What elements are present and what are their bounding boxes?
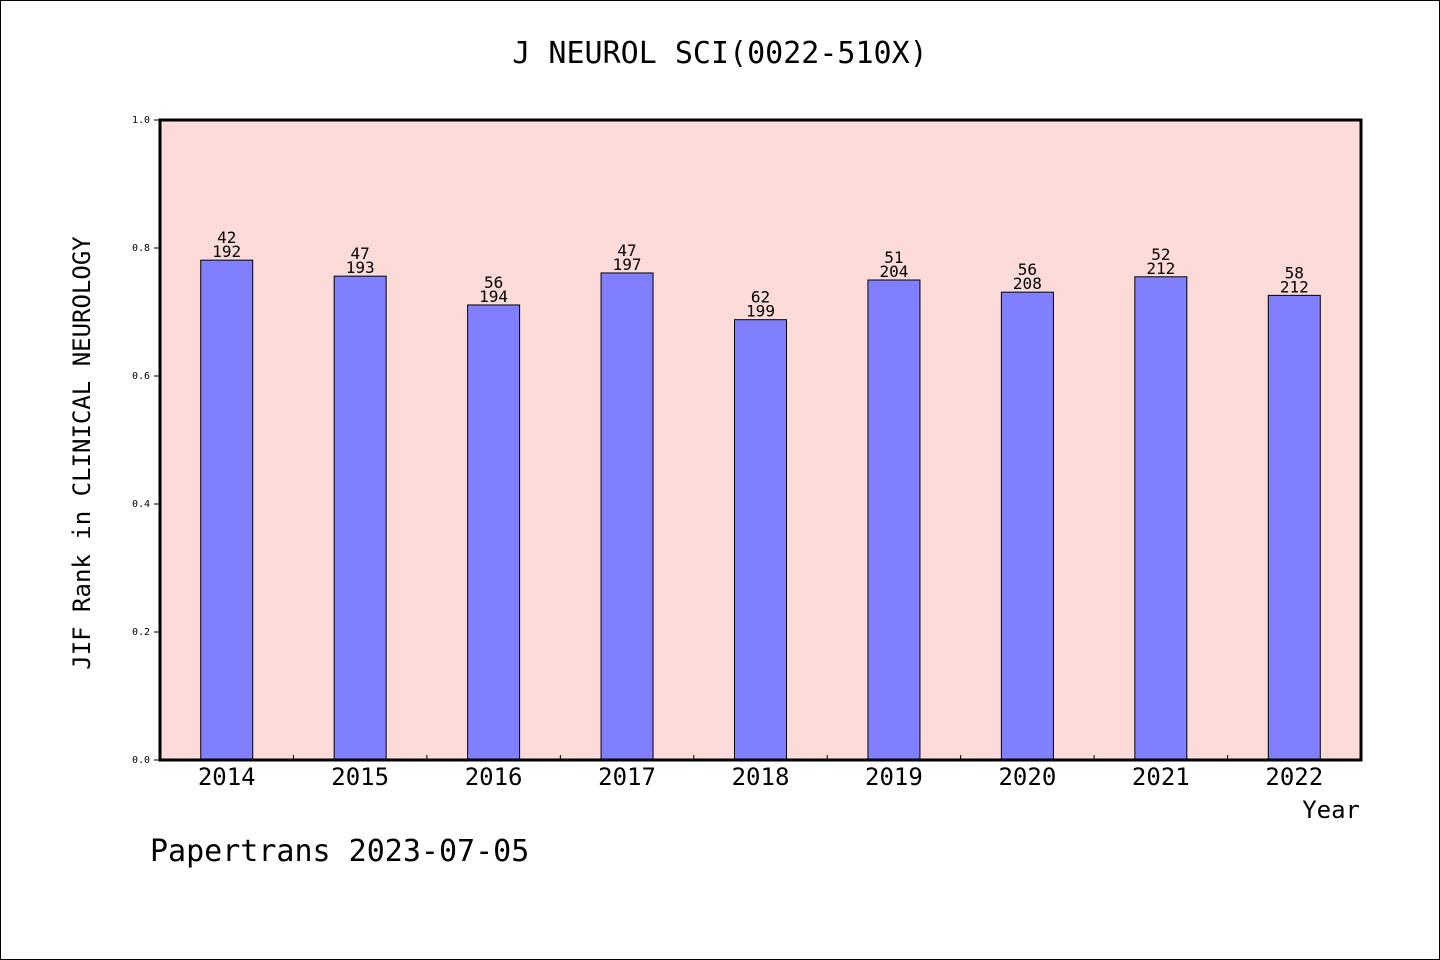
x-tick-label-2020: 2020 <box>998 763 1056 791</box>
footer-credit: Papertrans 2023-07-05 <box>150 834 530 869</box>
y-tick-label: 0.6 <box>132 371 150 382</box>
bar-2022 <box>1267 294 1321 761</box>
x-tick-label-2021: 2021 <box>1132 763 1190 791</box>
x-tick-label-2016: 2016 <box>465 763 523 791</box>
y-axis: 0.0 0.2 0.4 0.6 0.8 1.0 <box>132 115 160 766</box>
bar-2016 <box>467 304 521 761</box>
x-tick-label-2017: 2017 <box>598 763 656 791</box>
total-label-2015: 193 <box>346 258 375 277</box>
rank-label-2014: 42 <box>217 228 236 247</box>
x-axis: 2014 2015 2016 2017 2018 2019 2020 2021 2022 <box>198 755 1323 791</box>
y-tick-label: 1.0 <box>132 115 150 126</box>
y-tick-label: 0.2 <box>132 627 150 638</box>
total-label-2014: 192 <box>212 242 241 261</box>
y-tick-label: 0.4 <box>132 499 150 510</box>
total-label-2021: 212 <box>1146 259 1175 278</box>
x-tick-label-2022: 2022 <box>1265 763 1323 791</box>
x-tick-label-2015: 2015 <box>331 763 389 791</box>
total-label-2019: 204 <box>879 262 908 281</box>
total-label-2022: 212 <box>1280 277 1309 296</box>
total-label-2017: 197 <box>613 255 642 274</box>
total-label-2018: 199 <box>746 302 775 321</box>
bar-2018 <box>734 319 787 761</box>
rank-label-2015: 47 <box>351 244 370 263</box>
y-tick-label: 0.0 <box>132 755 150 766</box>
rank-label-2022: 58 <box>1285 263 1304 282</box>
total-label-2020: 208 <box>1013 274 1042 293</box>
rank-label-2020: 56 <box>1018 260 1037 279</box>
x-tick-label-2014: 2014 <box>198 763 256 791</box>
bar-2015 <box>333 275 387 761</box>
rank-label-2016: 56 <box>484 273 503 292</box>
bar-2014 <box>200 259 254 761</box>
bar-2017 <box>600 272 654 761</box>
bar-2019 <box>867 279 921 761</box>
x-tick-label-2018: 2018 <box>732 763 790 791</box>
bars-group <box>200 259 1321 761</box>
x-tick-label-2019: 2019 <box>865 763 923 791</box>
rank-label-2021: 52 <box>1151 245 1170 264</box>
rank-label-2018: 62 <box>751 288 770 307</box>
plot-border <box>158 118 1363 762</box>
chart-title: J NEUROL SCI(0022-510X) <box>512 36 928 71</box>
bar-2020 <box>1000 291 1054 761</box>
total-label-2016: 194 <box>479 287 508 306</box>
y-tick-label: 0.8 <box>132 243 150 254</box>
rank-label-2019: 51 <box>884 248 903 267</box>
rank-label-2017: 47 <box>617 241 636 260</box>
x-axis-label: Year <box>1302 796 1360 824</box>
bar-2021 <box>1134 276 1188 761</box>
